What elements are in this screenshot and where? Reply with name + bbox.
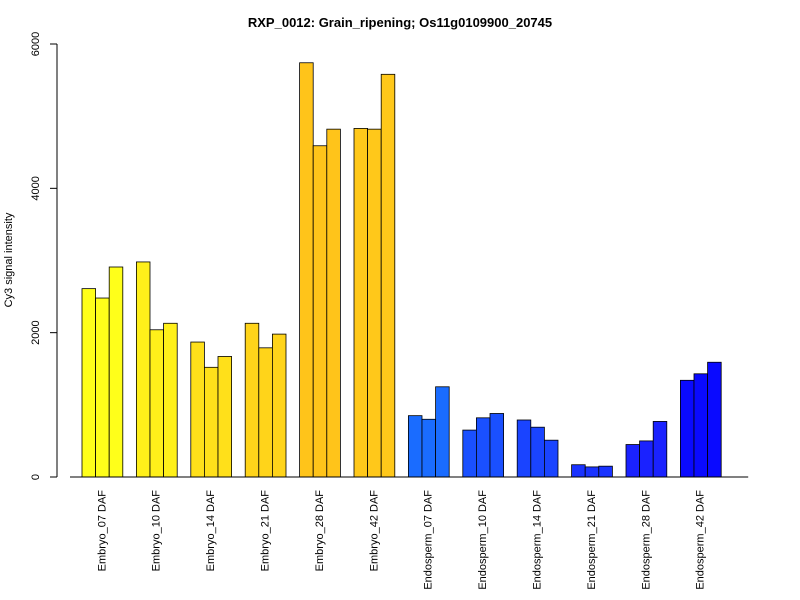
bar-2-rep-1	[135, 261, 151, 478]
bar-11-rep-1	[625, 444, 641, 478]
y-tick-label: 4000	[30, 176, 42, 200]
bar-2-rep-3	[163, 322, 178, 478]
bar-9-rep-3	[544, 439, 559, 478]
bar-12-rep-2	[693, 373, 709, 478]
bar-4-rep-3	[271, 333, 287, 478]
bar-10-rep-2	[584, 466, 600, 478]
bar-2-rep-2	[149, 329, 165, 478]
bar-5-rep-2	[312, 145, 328, 478]
bar-12-rep-1	[680, 379, 695, 478]
bar-8-rep-3	[489, 413, 505, 478]
x-tick-label: Endosperm_07 DAF	[423, 490, 435, 590]
bar-3-rep-2	[203, 366, 219, 478]
x-tick-label: Endosperm_28 DAF	[640, 490, 652, 590]
bar-11-rep-2	[639, 440, 654, 478]
x-tick-label: Endosperm_42 DAF	[695, 490, 707, 590]
y-axis: 0 2000 4000 6000	[30, 32, 58, 480]
bar-1-rep-2	[95, 297, 110, 478]
chart-title: RXP_0012: Grain_ripening; Os11g0109900_2…	[248, 15, 552, 30]
bar-1-rep-1	[81, 288, 97, 478]
bar-11-rep-3	[652, 421, 668, 478]
y-tick-label: 0	[30, 474, 42, 480]
bar-8-rep-2	[475, 417, 491, 478]
x-tick-label: Embryo_28 DAF	[314, 490, 326, 572]
bar-7-rep-1	[407, 415, 423, 478]
bar-6-rep-1	[353, 128, 369, 478]
bar-9-rep-1	[516, 419, 532, 478]
y-tick-label: 2000	[30, 320, 42, 344]
bar-6-rep-2	[367, 128, 382, 478]
bar-8-rep-1	[462, 429, 477, 478]
bar-10-rep-3	[598, 465, 613, 478]
bar-5-rep-1	[299, 62, 314, 478]
bar-5-rep-3	[326, 128, 341, 478]
bar-7-rep-2	[421, 418, 437, 478]
bar-9-rep-2	[530, 426, 545, 478]
y-tick-label: 6000	[30, 32, 42, 56]
bar-6-rep-3	[380, 73, 396, 478]
bar-12-rep-3	[707, 361, 722, 478]
bar-10-rep-1	[571, 464, 586, 478]
x-tick-label: Embryo_21 DAF	[260, 490, 272, 572]
x-tick-label: Endosperm_14 DAF	[532, 490, 544, 590]
x-tick-label: Embryo_42 DAF	[368, 490, 380, 572]
x-tick-label: Endosperm_21 DAF	[586, 490, 598, 590]
bar-4-rep-1	[244, 322, 260, 478]
bar-3-rep-1	[190, 341, 205, 478]
bars-group	[81, 62, 722, 478]
x-axis: Embryo_07 DAF Embryo_10 DAF Embryo_14 DAF E…	[70, 476, 749, 590]
bar-4-rep-2	[258, 347, 273, 478]
x-tick-label: Endosperm_10 DAF	[477, 490, 489, 590]
bar-1-rep-3	[108, 266, 124, 478]
bar-3-rep-3	[217, 356, 233, 478]
x-tick-label: Embryo_10 DAF	[151, 490, 163, 572]
y-axis-title: Cy3 signal intensity	[3, 212, 15, 307]
bar-7-rep-3	[435, 386, 450, 478]
x-tick-label: Embryo_14 DAF	[205, 490, 217, 572]
x-tick-label: Embryo_07 DAF	[96, 490, 108, 572]
